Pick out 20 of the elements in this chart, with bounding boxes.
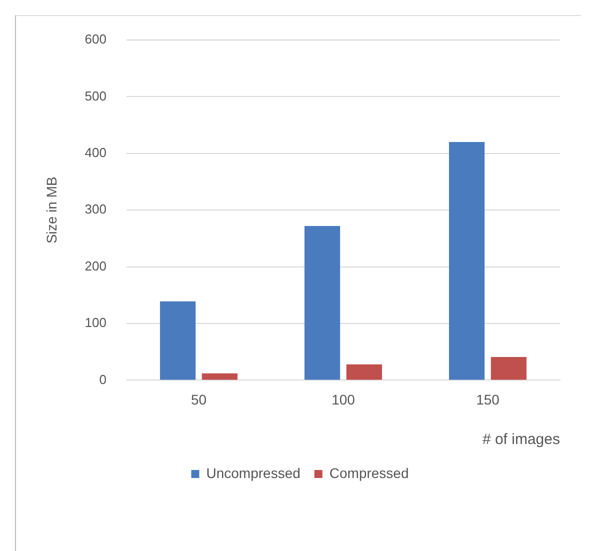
y-tick-label: 100 — [84, 315, 106, 330]
y-tick-label: 300 — [84, 202, 106, 217]
y-tick-label: 500 — [84, 88, 106, 104]
y-tick-label: 400 — [84, 144, 106, 160]
legend-label: Compressed — [329, 464, 409, 481]
y-tick-label: 0 — [99, 372, 106, 387]
x-tick-label: 50 — [190, 391, 207, 408]
y-axis-title: Size in MB — [43, 176, 60, 244]
x-tick-label: 100 — [332, 391, 356, 408]
bar — [304, 226, 340, 380]
bar — [160, 301, 196, 380]
bar — [448, 142, 485, 380]
x-axis-title: # of images — [482, 431, 560, 448]
legend-label: Uncompressed — [206, 464, 300, 481]
x-tick-label: 150 — [476, 391, 500, 408]
y-tick-label: 200 — [84, 258, 106, 274]
bar — [346, 364, 382, 380]
bar — [490, 356, 527, 380]
bar — [202, 373, 238, 380]
y-tick-label: 600 — [84, 32, 106, 47]
